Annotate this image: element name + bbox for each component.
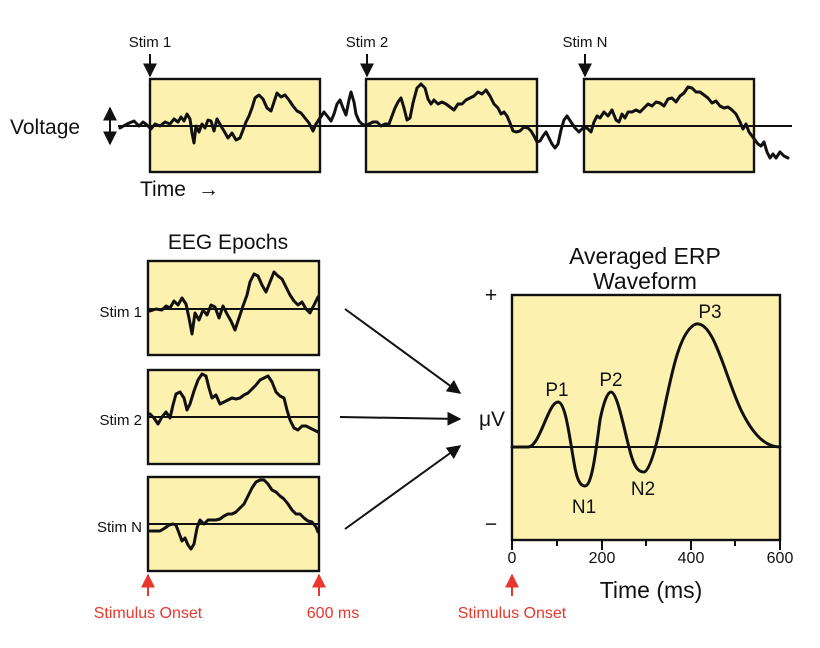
erp-label-p2: P2 — [599, 370, 622, 391]
x-tick-label-400: 400 — [678, 550, 705, 567]
arrow-epoch-1-to-average — [344, 308, 462, 394]
erp-y-minus: − — [485, 513, 497, 536]
epochs-panel: EEG Epochs Stim 1 Stim 2 Stim N Stimulus… — [94, 231, 359, 622]
erp-plot-area — [510, 293, 782, 542]
epoch-n-label: Stim N — [97, 519, 142, 536]
epoch-1-label: Stim 1 — [99, 304, 142, 321]
erp-title-line-2: Waveform — [593, 268, 697, 294]
voltage-label: Voltage — [10, 116, 80, 139]
x-tick-label-0: 0 — [508, 550, 517, 567]
stim-n-label: Stim N — [563, 34, 608, 51]
erp-waveform — [510, 322, 782, 488]
erp-label-n1: N1 — [572, 497, 596, 518]
x-tick-label-200: 200 — [589, 550, 616, 567]
time-arrow: → — [198, 178, 219, 201]
erp-label-p3: P3 — [698, 302, 721, 323]
epoch-2-label: Stim 2 — [99, 412, 142, 429]
epochs-end-label: 600 ms — [307, 605, 359, 622]
erp-y-plus: + — [485, 284, 497, 307]
time-label: Time — [140, 178, 186, 201]
stim-2-label: Stim 2 — [346, 34, 389, 51]
epoch-n-trace — [148, 478, 320, 551]
averaging-arrows — [339, 308, 462, 530]
stim-1-label: Stim 1 — [129, 34, 172, 51]
epoch-2-trace — [148, 372, 320, 434]
epochs-onset-label: Stimulus Onset — [94, 605, 203, 622]
arrow-epoch-n-to-average — [344, 445, 462, 530]
erp-panel: Averaged ERP Waveform P1 N1 P2 N2 P3 + −… — [458, 243, 794, 622]
erp-label-p1: P1 — [545, 380, 568, 401]
erp-label-n2: N2 — [631, 479, 655, 500]
arrow-epoch-2-to-average — [339, 411, 462, 426]
erp-x-axis: 0 200 400 600 — [508, 540, 794, 567]
x-tick-label-600: 600 — [767, 550, 794, 567]
continuous-eeg-trace — [118, 82, 790, 160]
epochs-title: EEG Epochs — [168, 231, 288, 254]
continuous-eeg-panel: Stim 1 Stim 2 Stim N Voltage Time → — [10, 34, 792, 201]
erp-x-label: Time (ms) — [600, 577, 703, 603]
erp-y-label: μV — [479, 408, 505, 431]
epoch-1-trace — [148, 270, 320, 336]
erp-onset-label: Stimulus Onset — [458, 605, 567, 622]
erp-title-line-1: Averaged ERP — [569, 243, 721, 269]
